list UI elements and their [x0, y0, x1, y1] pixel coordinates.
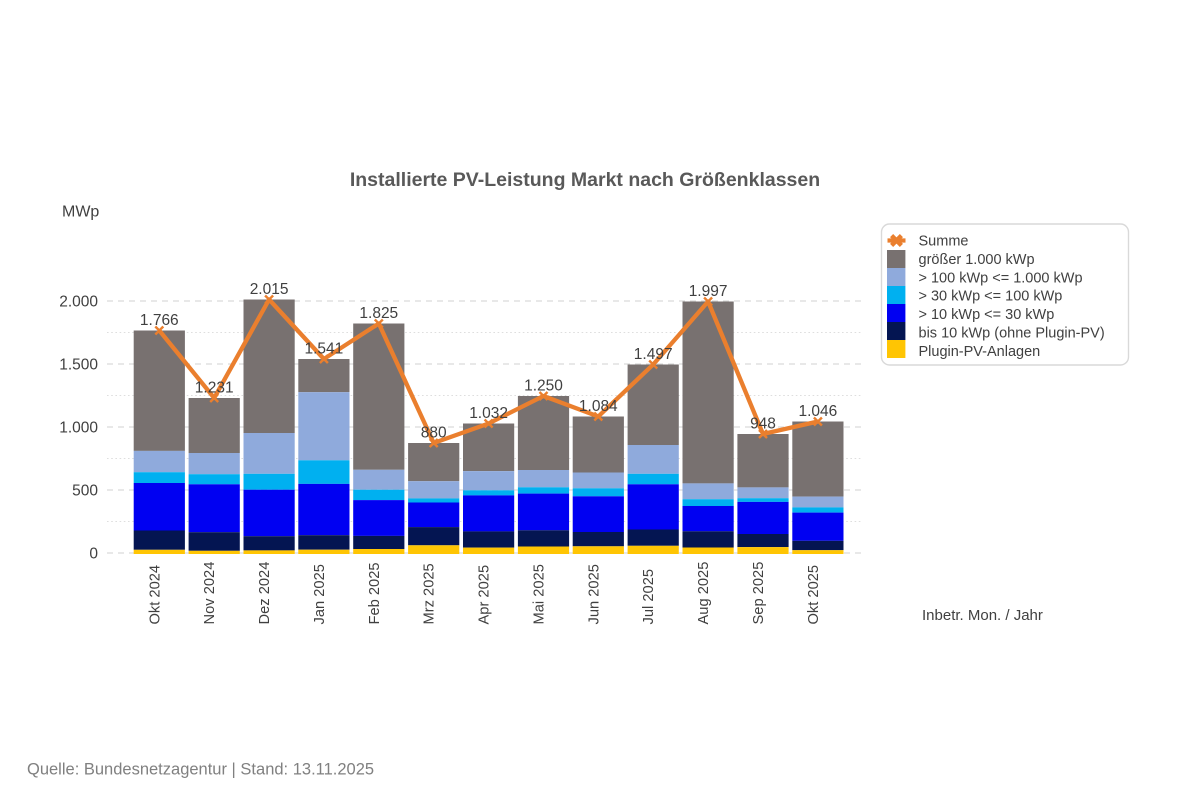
svg-text:0: 0: [89, 546, 98, 563]
svg-text:Apr 2025: Apr 2025: [477, 565, 493, 625]
svg-text:Quelle: Bundesnetzagentur | St: Quelle: Bundesnetzagentur | Stand: 13.11…: [27, 761, 374, 779]
svg-text:Okt 2024: Okt 2024: [147, 565, 163, 625]
svg-text:2.015: 2.015: [250, 281, 289, 298]
svg-text:Dez 2024: Dez 2024: [257, 562, 273, 625]
svg-text:1.825: 1.825: [359, 305, 398, 322]
svg-text:Feb 2025: Feb 2025: [367, 562, 383, 624]
svg-text:1.084: 1.084: [579, 398, 618, 415]
svg-text:2.000: 2.000: [59, 294, 98, 311]
svg-text:Sep 2025: Sep 2025: [751, 562, 767, 625]
svg-text:1.541: 1.541: [305, 341, 344, 358]
svg-text:größer 1.000 kWp: größer 1.000 kWp: [919, 252, 1035, 268]
svg-text:1.000: 1.000: [59, 420, 98, 437]
svg-text:1.997: 1.997: [689, 283, 728, 300]
svg-text:Installierte PV-Leistung Markt: Installierte PV-Leistung Markt nach Größ…: [350, 169, 820, 191]
svg-text:Jan 2025: Jan 2025: [312, 564, 328, 624]
svg-text:> 10 kWp <= 30 kWp: > 10 kWp <= 30 kWp: [919, 307, 1055, 323]
svg-text:Nov 2024: Nov 2024: [202, 562, 218, 625]
svg-text:Mai 2025: Mai 2025: [532, 564, 548, 624]
svg-text:Inbetr. Mon. / Jahr: Inbetr. Mon. / Jahr: [922, 607, 1043, 624]
svg-text:Aug 2025: Aug 2025: [696, 562, 712, 625]
svg-text:bis 10 kWp (ohne Plugin-PV): bis 10 kWp (ohne Plugin-PV): [919, 326, 1105, 342]
svg-text:MWp: MWp: [62, 204, 99, 221]
svg-text:880: 880: [421, 425, 447, 442]
svg-text:> 100 kWp <= 1.000 kWp: > 100 kWp <= 1.000 kWp: [919, 270, 1083, 286]
svg-text:1.032: 1.032: [469, 405, 508, 422]
svg-text:Jul 2025: Jul 2025: [641, 569, 657, 625]
svg-text:Mrz 2025: Mrz 2025: [422, 563, 438, 624]
svg-text:1.500: 1.500: [59, 357, 98, 374]
svg-text:> 30 kWp <= 100 kWp: > 30 kWp <= 100 kWp: [919, 289, 1063, 305]
svg-text:1.231: 1.231: [195, 380, 234, 397]
svg-text:Jun 2025: Jun 2025: [586, 564, 602, 624]
svg-text:1.766: 1.766: [140, 312, 179, 329]
svg-text:Okt 2025: Okt 2025: [806, 565, 822, 625]
svg-text:1.497: 1.497: [634, 346, 673, 363]
svg-text:948: 948: [750, 416, 776, 433]
svg-text:Plugin-PV-Anlagen: Plugin-PV-Anlagen: [919, 344, 1041, 360]
svg-text:1.250: 1.250: [524, 378, 563, 395]
svg-text:1.046: 1.046: [799, 403, 838, 420]
svg-text:Summe: Summe: [919, 234, 969, 250]
svg-text:500: 500: [72, 483, 98, 500]
